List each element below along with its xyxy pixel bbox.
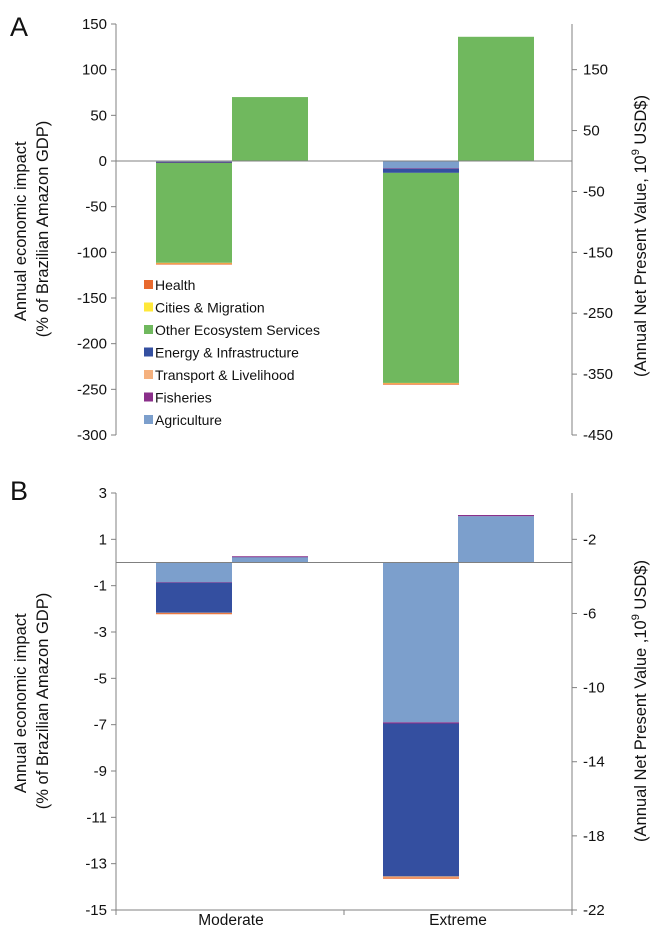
panel-a-left-tick-label: -50: [85, 199, 107, 216]
panel-a-axes: 150 100 50 0 -50 -100 -150 -200 -250 -300 150 50 -50…: [77, 16, 613, 444]
panel-a: A 150 100 50 0 -50 -100 -150 -200 -250 -300 150 50 -…: [10, 12, 650, 444]
panel-b-right-tick-label: -18: [583, 828, 605, 845]
panel-b-bar-moderate-right-agriculture: [232, 556, 308, 563]
panel-b-left-tick-label: -7: [94, 717, 107, 734]
panel-a-bar-extreme-right-other-ecosystem-services: [458, 36, 534, 161]
category-label-moderate: Moderate: [198, 912, 263, 929]
legend-swatch-fisheries: [144, 392, 153, 402]
panel-a-bar-extreme-left-health: [383, 383, 459, 385]
panel-b-bar-extreme-left-agriculture: [383, 562, 459, 723]
panel-b-right-axis-label-unit: USD$): [632, 560, 650, 614]
legend-swatch-transport-and-livelihood: [144, 370, 153, 379]
panel-b-left-tick-label: 1: [99, 531, 107, 548]
panel-b-left-tick-label: -13: [85, 856, 107, 873]
panel-a-bar-moderate-left-other-ecosystem-services: [156, 162, 232, 263]
panel-a-left-tick-label: -150: [77, 290, 107, 307]
category-label-extreme: Extreme: [429, 912, 487, 929]
panel-a-bar-moderate-right-other-ecosystem-services: [232, 97, 308, 161]
panel-a-bar-moderate-left-health: [156, 263, 232, 265]
panel-b-bar-extreme-left-fisheries: [383, 722, 459, 724]
panel-b-left-tick-label: -1: [94, 578, 107, 595]
panel-b-left-tick-label: -15: [85, 902, 107, 919]
panel-b-bar-extreme-left-transport-and-livelihood: [383, 876, 459, 878]
panel-a-left-axis-label: Annual economic impact (% of Brazilian A…: [12, 121, 52, 337]
panel-b-left-axis-label-line1: Annual economic impact: [12, 613, 30, 793]
legend-label-fisheries: Fisheries: [155, 390, 212, 406]
panel-b-right-tick-label: -14: [583, 754, 605, 771]
panel-b-right-tick-label: -6: [583, 605, 596, 622]
panel-a-left-axis-label-line1: Annual economic impact: [12, 141, 30, 321]
panel-a-left-tick-label: -200: [77, 336, 107, 353]
legend-label-agriculture: Agriculture: [155, 412, 222, 428]
legend: Health Cities & Migration Other Ecosystem …: [144, 277, 320, 428]
legend-swatch-health: [144, 280, 153, 289]
panel-b-bar-extreme-right-fisheries: [458, 515, 534, 517]
panel-b: B 31-1-3-5-7-9-11-13-15-2-6-10-14-18-22 …: [10, 476, 650, 929]
panel-b-right-axis-label-exp: 9: [630, 614, 642, 620]
panel-b-left-tick-label: -5: [94, 670, 107, 687]
panel-a-left-tick-label: 50: [90, 107, 107, 124]
legend-label-other-ecosystem-services: Other Ecosystem Services: [155, 322, 320, 338]
legend-swatch-agriculture: [144, 415, 153, 424]
panel-a-left-tick-label: -300: [77, 427, 107, 444]
panel-b-left-tick-label: -3: [94, 624, 107, 641]
panel-b-axes: 3 1 -1 -3 -5 -7 -9 -11 -13 -15 -2 -6 -10 -14 -18 -22: [85, 485, 604, 919]
legend-swatch-cities-and-migration: [144, 302, 153, 312]
legend-label-transport-and-livelihood: Transport & Livelihood: [155, 367, 295, 383]
panel-a-right-axis-label-exp: 9: [630, 149, 642, 155]
panel-a-right-axis-label: (Annual Net Present Value, 109 USD$): [630, 95, 650, 377]
panel-b-left-tick-label: 3: [99, 485, 107, 502]
panel-a-left-tick-label: -250: [77, 381, 107, 398]
legend-swatch-energy-and-infrastructure: [144, 347, 153, 357]
panel-a-left-tick-label: 0: [99, 153, 107, 170]
panel-a-right-tick-label: -350: [583, 366, 613, 383]
panel-b-bar-moderate-left-agriculture: [156, 562, 232, 583]
panel-b-right-tick-label: -22: [583, 902, 605, 919]
legend-label-health: Health: [155, 277, 195, 293]
panel-a-left-tick-label: -100: [77, 244, 107, 261]
panel-b-right-tick-label: -2: [583, 531, 596, 548]
panel-b-bar-moderate-left-health: [156, 613, 232, 615]
panel-a-bar-extreme-left-agriculture: [383, 161, 459, 169]
panel-b-left-tick-label: -9: [94, 763, 107, 780]
panel-a-right-tick-label: -450: [583, 427, 613, 444]
panel-b-right-tick-label: -10: [583, 680, 605, 697]
panel-b-right-axis-label: (Annual Net Present Value ,109 USD$): [630, 560, 650, 842]
panel-b-right-axis-label-main: (Annual Net Present Value ,10: [632, 620, 650, 842]
legend-swatch-other-ecosystem-services: [144, 325, 153, 334]
panel-b-bar-moderate-right-fisheries: [232, 556, 308, 558]
panel-b-letter: B: [10, 476, 28, 506]
panel-b-left-axis-label: Annual economic impact (% of Brazilian A…: [12, 593, 52, 809]
panel-a-right-axis-label-main: (Annual Net Present Value, 10: [632, 155, 650, 377]
panel-b-bar-extreme-left-energy-and-infrastructure: [383, 723, 459, 877]
panel-a-left-axis-label-line2: (% of Brazilian Amazon GDP): [34, 121, 52, 337]
legend-label-energy-and-infrastructure: Energy & Infrastructure: [155, 345, 299, 361]
panel-b-left-tick-label: -11: [86, 809, 107, 826]
panel-b-bars: [156, 515, 534, 879]
panel-a-right-tick-label: -150: [583, 244, 613, 261]
panel-a-letter: A: [10, 12, 28, 42]
panel-a-right-tick-label: 150: [583, 62, 608, 79]
panel-a-left-tick-label: 150: [82, 16, 107, 33]
panel-b-bar-extreme-right-agriculture: [458, 516, 534, 563]
panel-a-right-axis-label-unit: USD$): [632, 95, 650, 149]
panel-a-left-tick-label: 100: [82, 62, 107, 79]
panel-a-bar-extreme-left-energy-and-infrastructure: [383, 168, 459, 173]
panel-b-bar-extreme-left-health: [383, 877, 459, 879]
panel-a-right-tick-label: -50: [583, 183, 605, 200]
legend-label-cities-and-migration: Cities & Migration: [155, 300, 265, 316]
panel-b-left-axis-label-line2: (% of Brazilian Amazon GDP): [34, 593, 52, 809]
panel-a-bar-extreme-left-other-ecosystem-services: [383, 172, 459, 383]
panel-a-right-tick-label: 50: [583, 123, 600, 140]
panel-a-bars: [156, 36, 534, 385]
panel-a-right-tick-label: -250: [583, 305, 613, 322]
panel-b-bar-moderate-left-energy-and-infrastructure: [156, 582, 232, 613]
